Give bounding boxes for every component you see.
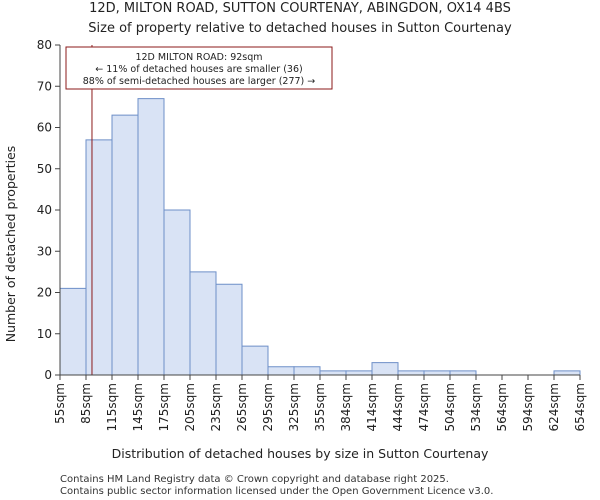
x-tick-label: 474sqm xyxy=(417,383,431,431)
x-tick-label: 55sqm xyxy=(53,383,67,424)
annotation-line2: ← 11% of detached houses are smaller (36… xyxy=(95,64,302,75)
bar-55sqm xyxy=(59,287,87,376)
x-tick-label: 295sqm xyxy=(261,383,275,431)
y-tick-label: 50 xyxy=(37,162,52,176)
x-tick-label: 175sqm xyxy=(157,383,171,431)
x-axis-ticks: 55sqm 85sqm 115sqm 145sqm 175sqm 205sqm 235sqm… xyxy=(53,375,587,431)
x-tick-label: 414sqm xyxy=(365,383,379,431)
x-tick-label: 85sqm xyxy=(79,383,93,424)
bar-235sqm xyxy=(215,283,243,376)
bar-444sqm xyxy=(397,370,425,376)
bar-355sqm xyxy=(319,370,347,376)
footer-line2: Contains public sector information licen… xyxy=(60,486,493,497)
bar-175sqm xyxy=(163,209,191,376)
y-tick-label: 40 xyxy=(37,203,52,217)
x-tick-label: 145sqm xyxy=(131,383,145,431)
x-tick-label: 355sqm xyxy=(313,383,327,431)
bar-145sqm xyxy=(137,98,165,376)
annotation-box: 12D MILTON ROAD: 92sqm ← 11% of detached… xyxy=(65,46,333,90)
x-tick-label: 115sqm xyxy=(105,383,119,431)
bar-115sqm xyxy=(111,114,139,376)
y-tick-label: 0 xyxy=(44,368,52,382)
x-tick-label: 564sqm xyxy=(495,383,509,431)
bar-474sqm xyxy=(423,370,451,376)
x-tick-label: 504sqm xyxy=(443,383,457,431)
bar-504sqm xyxy=(449,370,477,376)
chart-title-line1: 12D, MILTON ROAD, SUTTON COURTENAY, ABIN… xyxy=(89,1,511,16)
y-tick-label: 70 xyxy=(37,79,52,93)
bars xyxy=(59,98,581,376)
x-tick-label: 265sqm xyxy=(235,383,249,431)
y-axis-ticks: 0 10 20 30 40 50 60 70 80 xyxy=(37,38,60,382)
y-tick-label: 60 xyxy=(37,121,52,135)
y-tick-label: 10 xyxy=(37,327,52,341)
y-tick-label: 80 xyxy=(37,38,52,52)
footer-line1: Contains HM Land Registry data © Crown c… xyxy=(60,474,449,485)
annotation-line3: 88% of semi-detached houses are larger (… xyxy=(83,76,316,87)
x-tick-label: 654sqm xyxy=(573,383,587,431)
chart-title-line2: Size of property relative to detached ho… xyxy=(88,21,512,36)
x-tick-label: 325sqm xyxy=(287,383,301,431)
y-axis-label: Number of detached properties xyxy=(3,146,18,343)
bar-384sqm xyxy=(345,370,373,376)
x-tick-label: 534sqm xyxy=(469,383,483,431)
bar-205sqm xyxy=(189,271,217,376)
x-axis-label: Distribution of detached houses by size … xyxy=(112,446,489,461)
x-tick-label: 205sqm xyxy=(183,383,197,431)
x-tick-label: 594sqm xyxy=(521,383,535,431)
annotation-frame xyxy=(65,46,333,90)
x-tick-label: 235sqm xyxy=(209,383,223,431)
bar-85sqm xyxy=(85,139,113,376)
annotation-line1: 12D MILTON ROAD: 92sqm xyxy=(135,52,262,63)
bar-624sqm xyxy=(553,370,581,376)
bar-414sqm xyxy=(371,362,399,376)
x-tick-label: 624sqm xyxy=(547,383,561,431)
y-tick-label: 30 xyxy=(37,244,52,258)
bar-295sqm xyxy=(267,366,295,376)
bar-265sqm xyxy=(241,345,269,376)
x-tick-label: 444sqm xyxy=(391,383,405,431)
y-tick-label: 20 xyxy=(37,286,52,300)
x-tick-label: 384sqm xyxy=(339,383,353,431)
bar-325sqm xyxy=(293,366,321,376)
